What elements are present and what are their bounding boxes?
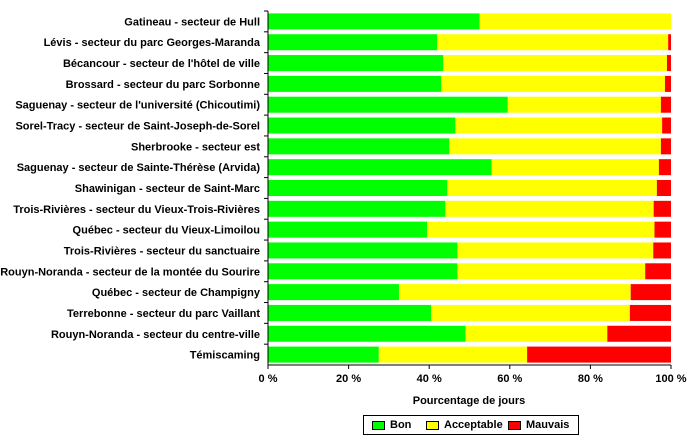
bar-segment-bon-4 [268,96,508,113]
bar-segment-bon-14 [268,304,432,321]
bar-segment-acceptable-2 [443,55,667,72]
bar-segment-bon-3 [268,75,442,92]
bar-segment-bon-0 [268,13,480,30]
category-labels: Gatineau - secteur de Hull Lévis - secteu… [0,16,261,361]
bar-segment-bon-15 [268,325,466,342]
bar-segment-bon-2 [268,55,444,72]
legend-label-bon: Bon [390,419,412,431]
category-label-8: Shawinigan - secteur de Saint-Marc [75,183,260,195]
category-label-5: Sorel-Tracy - secteur de Saint-Joseph-de… [15,121,260,133]
bar-segment-bon-16 [268,346,379,363]
x-tick-label-5: 100 % [655,373,686,385]
category-label-15: Rouyn-Noranda - secteur du centre-ville [51,329,260,341]
category-label-12: Rouyn-Noranda - secteur de la montée du … [0,266,260,278]
bar-segment-bon-8 [268,180,448,196]
bar-segment-bon-9 [268,200,446,217]
bar-segment-mauvais-2 [666,55,671,72]
x-tick-label-2: 40 % [417,373,442,385]
legend: Bon Acceptable Mauvais [363,415,579,435]
bar-segment-mauvais-1 [668,34,671,51]
bar-segment-acceptable-4 [507,96,661,113]
bar-segment-mauvais-6 [660,138,671,155]
bar-segment-acceptable-14 [431,304,630,321]
bar-segment-mauvais-8 [656,180,671,196]
bar-segment-acceptable-12 [457,263,646,280]
category-label-3: Brossard - secteur du parc Sorbonne [66,79,260,91]
bar-segment-mauvais-11 [653,242,671,259]
category-label-4: Saguenay - secteur de l'université (Chic… [15,100,260,112]
legend-swatch-mauvais [508,420,521,430]
category-label-13: Québec - secteur de Champigny [92,287,261,299]
legend-item-mauvais: Mauvais [508,419,569,431]
bar-segment-acceptable-16 [378,346,528,363]
bar-segment-acceptable-11 [457,242,654,259]
legend-label-acceptable: Acceptable [444,419,503,431]
x-tick-label-0: 0 % [259,373,278,385]
category-label-0: Gatineau - secteur de Hull [124,16,260,28]
bar-segment-bon-10 [268,221,428,238]
bar-segment-acceptable-8 [447,180,657,196]
x-tick-label-1: 20 % [336,373,361,385]
bar-segment-bon-1 [268,34,438,51]
bar-segment-acceptable-13 [398,284,631,301]
category-label-9: Trois-Rivières - secteur du Vieux-Trois-… [13,204,260,216]
x-tick-label-4: 80 % [578,373,603,385]
category-label-10: Québec - secteur du Vieux-Limoilou [73,225,260,237]
bar-segment-acceptable-7 [491,159,659,176]
bar-segment-acceptable-15 [465,325,608,342]
bar-segment-acceptable-6 [449,138,661,155]
bar-segment-acceptable-5 [455,117,663,134]
legend-label-mauvais: Mauvais [526,419,570,431]
bar-segment-acceptable-9 [445,200,654,217]
bar-segment-mauvais-4 [660,96,671,113]
category-label-7: Saguenay - secteur de Sainte-Thérèse (Ar… [17,162,261,174]
legend-swatch-bon [372,420,385,430]
bar-segment-bon-13 [268,284,399,301]
legend-item-acceptable: Acceptable [426,419,503,431]
x-axis: 0 % 20 % 40 % 60 % 80 % 100 % [259,10,687,385]
bars-group [268,13,671,363]
category-label-1: Lévis - secteur du parc Georges-Maranda [44,37,261,49]
bar-segment-acceptable-0 [479,13,671,30]
bar-segment-mauvais-9 [653,200,671,217]
legend-item-bon: Bon [372,419,411,431]
bar-segment-mauvais-13 [630,284,671,301]
bar-segment-bon-7 [268,159,492,176]
bar-segment-bon-6 [268,138,450,155]
category-label-16: Témiscaming [190,350,260,362]
bar-segment-bon-12 [268,263,458,280]
category-label-11: Trois-Rivières - secteur du sanctuaire [64,245,260,257]
bar-segment-mauvais-7 [658,159,671,176]
bar-segment-bon-5 [268,117,456,134]
bar-segment-acceptable-1 [437,34,669,51]
bar-segment-acceptable-3 [441,75,665,92]
bar-segment-mauvais-5 [662,117,671,134]
x-tick-label-3: 60 % [497,373,522,385]
bar-segment-mauvais-3 [664,75,671,92]
bar-segment-mauvais-12 [645,263,671,280]
category-label-6: Sherbrooke - secteur est [131,141,260,153]
bar-segment-bon-11 [268,242,458,259]
category-label-2: Bécancour - secteur de l'hôtel de ville [63,58,260,70]
category-label-14: Terrebonne - secteur du parc Vaillant [67,308,260,320]
bar-segment-mauvais-15 [607,325,671,342]
bar-segment-mauvais-16 [527,346,671,363]
x-axis-title: Pourcentage de jours [413,395,525,407]
bar-segment-mauvais-14 [629,304,671,321]
bar-segment-acceptable-10 [427,221,655,238]
legend-swatch-acceptable [426,420,439,430]
bar-segment-mauvais-10 [654,221,671,238]
